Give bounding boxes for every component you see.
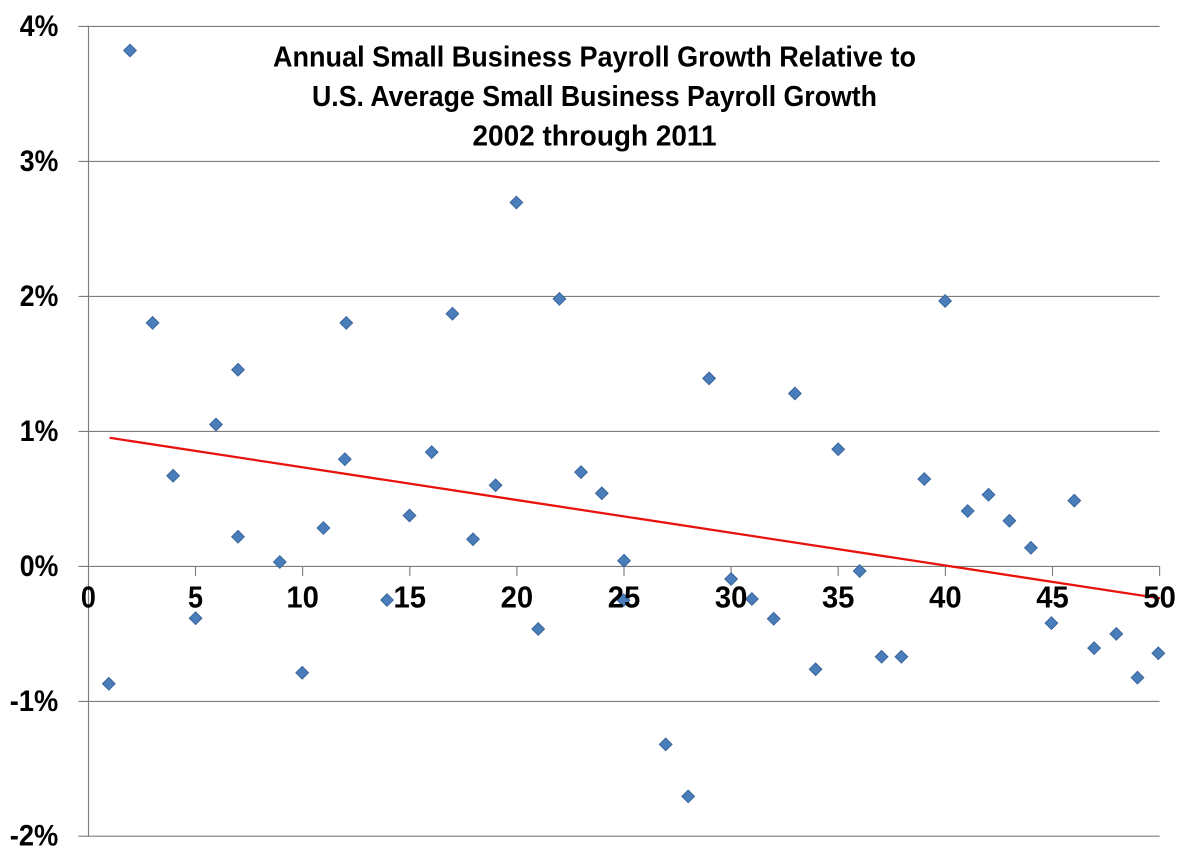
svg-text:10: 10 [286,581,319,615]
svg-text:0%: 0% [20,550,59,583]
svg-text:Annual Small Business Payroll: Annual Small Business Payroll Growth Rel… [273,42,916,74]
svg-text:25: 25 [608,581,641,615]
svg-text:40: 40 [929,581,962,615]
svg-text:5: 5 [188,581,203,615]
svg-text:0: 0 [81,581,96,615]
svg-text:3%: 3% [20,145,59,178]
svg-text:50: 50 [1143,581,1176,615]
svg-text:35: 35 [822,581,855,615]
svg-text:-2%: -2% [10,820,59,853]
svg-text:U.S. Average Small Business Pa: U.S. Average Small Business Payroll Grow… [312,81,877,113]
svg-text:4%: 4% [20,10,59,43]
svg-text:2002 through 2011: 2002 through 2011 [473,120,717,152]
svg-text:20: 20 [501,581,534,615]
svg-text:1%: 1% [20,415,59,448]
svg-text:-1%: -1% [10,685,59,718]
svg-text:30: 30 [715,581,748,615]
svg-text:15: 15 [394,581,427,615]
svg-text:2%: 2% [20,280,59,313]
svg-text:45: 45 [1036,581,1069,615]
